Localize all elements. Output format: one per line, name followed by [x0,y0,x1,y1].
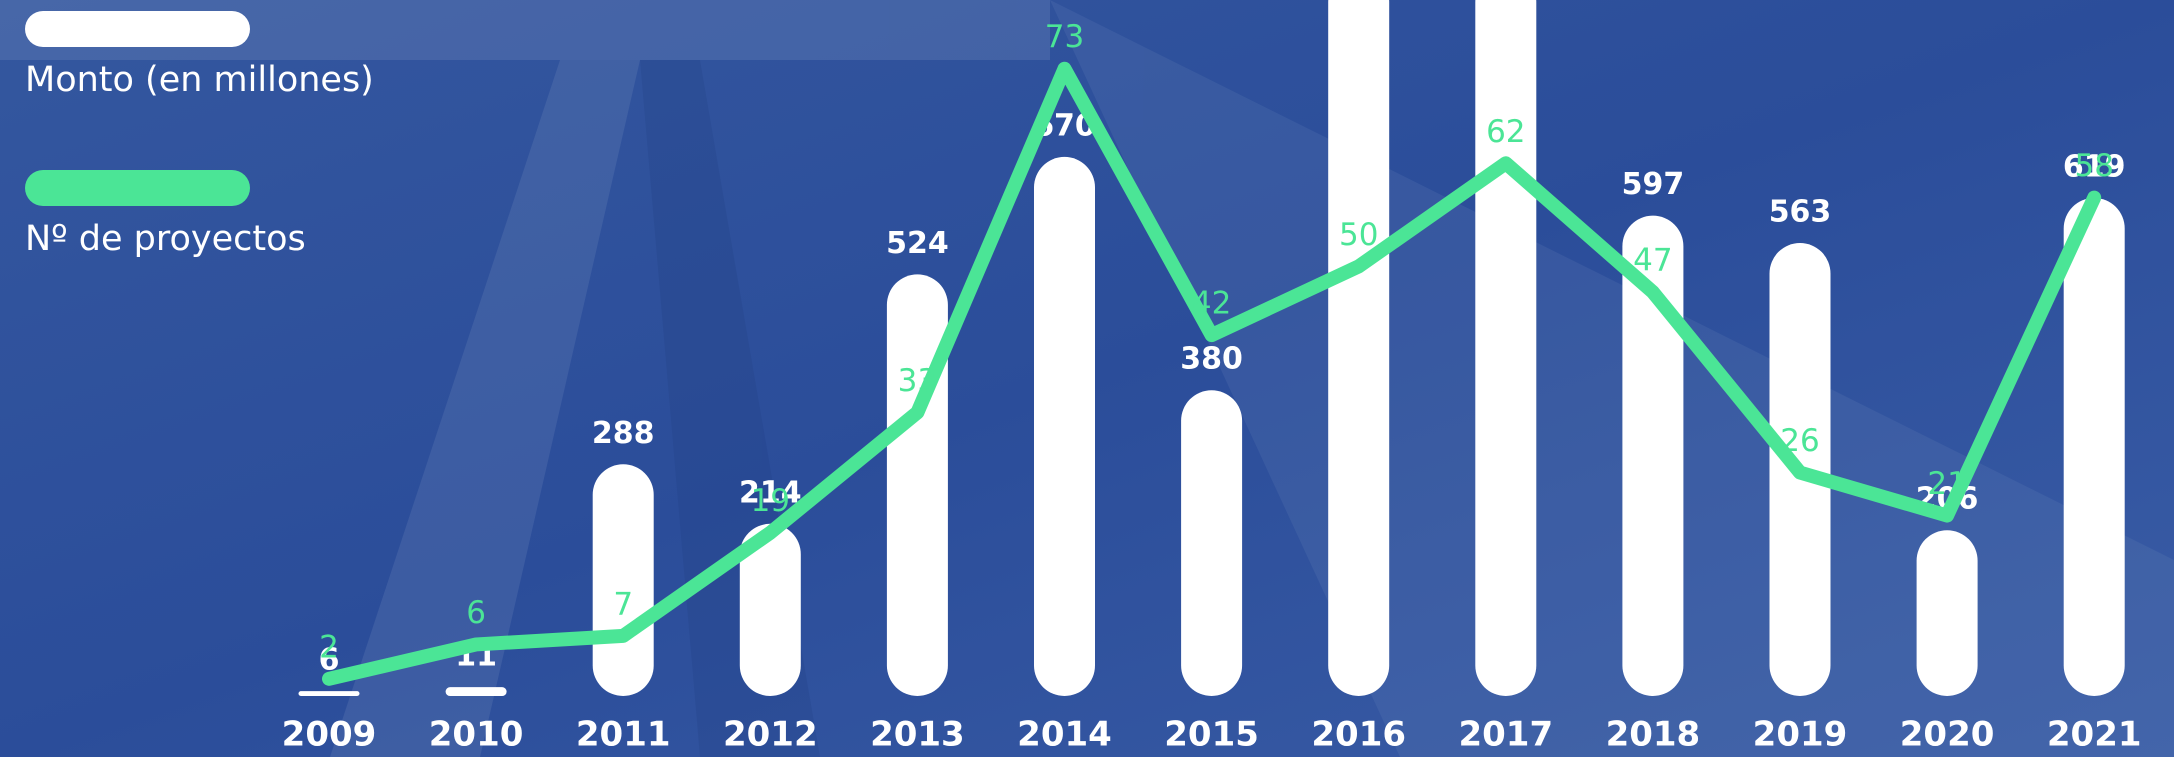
bar [1181,390,1242,696]
line-value-label: 42 [1192,286,1231,322]
x-tick-label: 2009 [282,715,377,755]
x-tick-label: 2010 [429,715,524,755]
bar [1475,0,1536,696]
bar [1328,0,1389,696]
x-tick-label: 2016 [1311,715,1406,755]
bar-value-label: 288 [592,416,655,451]
line-value-label: 73 [1045,19,1084,55]
line-value-label: 6 [466,595,486,631]
bar [887,274,948,696]
legend-swatch [25,170,250,206]
x-tick-label: 2019 [1753,715,1848,755]
x-tick-label: 2017 [1458,715,1553,755]
line-value-label: 21 [1927,466,1966,502]
bar-value-label: 597 [1622,167,1685,202]
chart: Monto (en millones)Nº de proyectos611288… [0,0,2174,757]
legend-swatch [25,11,250,47]
x-tick-label: 2020 [1900,715,1995,755]
bar [2064,198,2125,696]
line-value-label: 50 [1339,217,1378,253]
legend-label: Nº de proyectos [25,219,306,259]
x-tick-label: 2018 [1606,715,1701,755]
x-tick-label: 2012 [723,715,818,755]
bar-value-label: 563 [1769,194,1832,229]
bar [299,691,360,696]
line-value-label: 19 [751,483,790,519]
line-value-label: 26 [1780,423,1819,459]
x-tick-label: 2014 [1017,715,1112,755]
line-value-label: 58 [2074,148,2113,184]
x-tick-label: 2013 [870,715,965,755]
x-tick-label: 2011 [576,715,671,755]
line-value-label: 62 [1486,114,1525,150]
line-value-label: 7 [613,586,633,622]
bar [446,687,507,696]
bar [1917,530,1978,696]
bar-value-label: 380 [1180,342,1243,377]
x-tick-label: 2015 [1164,715,1259,755]
bar [593,464,654,696]
bar-value-label: 524 [886,226,949,261]
line-value-label: 2 [319,629,339,665]
line-value-label: 33 [898,363,937,399]
line-value-label: 47 [1633,243,1672,279]
x-tick-label: 2021 [2047,715,2142,755]
bar [1034,157,1095,696]
legend-label: Monto (en millones) [25,60,374,100]
